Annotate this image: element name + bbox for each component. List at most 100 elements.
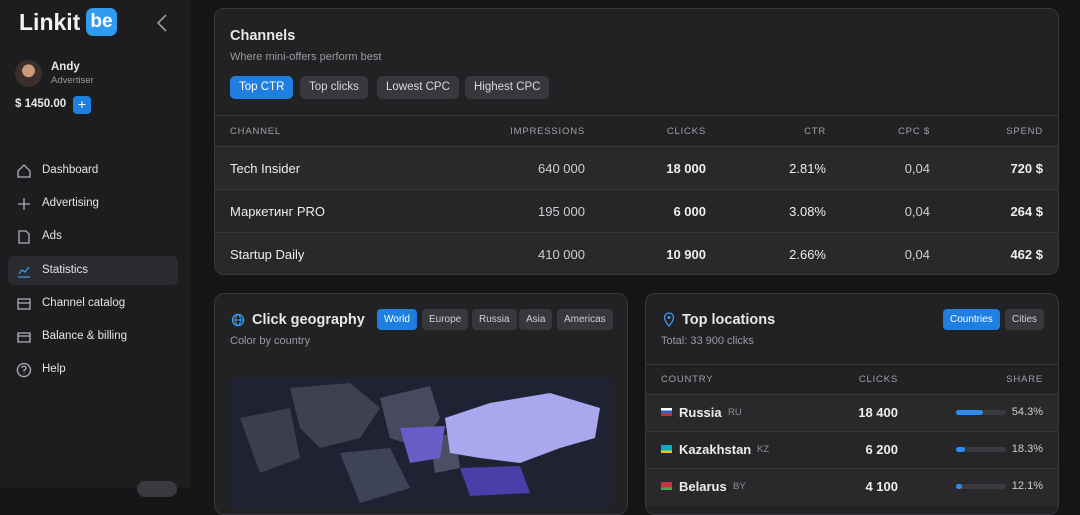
share: 12.1% [1011, 480, 1043, 492]
logo: Linkit [19, 9, 81, 35]
country-name: Belarus [679, 479, 727, 494]
channels-card: Channels Where mini-offers perform best … [214, 8, 1059, 275]
cell: 3.08% [789, 204, 826, 219]
card-title: Click geography [252, 312, 365, 328]
cell: 18 000 [666, 161, 706, 176]
total-clicks: Total: 33 900 clicks [661, 335, 754, 347]
clicks: 4 100 [865, 479, 898, 494]
location-filter[interactable]: Countries [943, 309, 1000, 330]
nav-icon [17, 332, 31, 343]
cell: Tech Insider [230, 161, 301, 176]
country-name: Kazakhstan [679, 442, 752, 457]
world-map [230, 378, 612, 508]
cell: 0,04 [904, 161, 930, 176]
share-track [956, 447, 1006, 452]
country-code: RU [728, 407, 742, 418]
row-bg [215, 232, 1058, 274]
country-code: KZ [757, 444, 770, 455]
filter-button[interactable]: Highest CPC [465, 76, 550, 99]
column-header: CPC $ [898, 126, 930, 137]
nav-icon [17, 164, 31, 178]
card-title: Top locations [682, 312, 776, 328]
column-header: IMPRESSIONS [510, 126, 585, 137]
flag [661, 408, 672, 416]
map-filter[interactable]: Asia [519, 309, 553, 330]
column-header: CLICKS [666, 126, 706, 137]
location-filter[interactable]: Cities [1005, 309, 1045, 330]
column-header: CLICKS [858, 374, 898, 385]
row-bg [215, 189, 1058, 233]
nav-item[interactable]: Ads [42, 230, 62, 243]
clicks: 6 200 [865, 442, 898, 457]
row-bg [215, 146, 1058, 190]
map-filter[interactable]: Europe [422, 309, 469, 330]
nav-item[interactable]: Balance & billing [42, 330, 128, 342]
share-bar [956, 410, 984, 415]
geography-card: Click geography Color by country America… [214, 293, 628, 515]
column-header: CTR [804, 126, 826, 137]
avatar [15, 60, 42, 87]
logo-badge: be [86, 8, 117, 36]
nav-icon [17, 298, 31, 310]
map-filter[interactable]: World [377, 309, 417, 330]
country-code: BY [733, 481, 746, 492]
cell: 462 $ [1010, 247, 1043, 262]
globe-icon [231, 313, 245, 327]
card-title: Channels [230, 28, 296, 44]
nav-item[interactable]: Help [42, 363, 66, 376]
column-header: SHARE [1006, 374, 1043, 385]
cell: 10 900 [666, 247, 706, 262]
collapse-icon[interactable] [155, 13, 169, 33]
cell: 0,04 [904, 204, 930, 219]
card-subtitle: Where mini-offers perform best [230, 51, 382, 63]
cell: 0,04 [904, 247, 930, 262]
filter-button[interactable]: Lowest CPC [377, 76, 459, 99]
share: 18.3% [1011, 443, 1043, 455]
share: 54.3% [1011, 406, 1043, 418]
nav-active-bg [8, 255, 178, 285]
user-name: Andy [51, 61, 80, 73]
nav-item[interactable]: Dashboard [42, 164, 99, 176]
share-bar [956, 484, 963, 489]
map-filter[interactable]: Americas [557, 309, 613, 330]
toggle[interactable] [137, 481, 177, 497]
divider [215, 115, 1058, 116]
balance: $ 1450.00 [15, 98, 67, 110]
cell: 720 $ [1010, 161, 1043, 176]
map-filter[interactable]: Russia [472, 309, 517, 330]
nav-item[interactable]: Channel catalog [42, 296, 126, 309]
share-track [956, 484, 1006, 489]
cell: Маркетинг PRO [230, 204, 325, 219]
pin-icon [663, 312, 675, 327]
cell: 264 $ [1010, 204, 1043, 219]
cell: Startup Daily [230, 247, 305, 262]
clicks: 18 400 [858, 405, 898, 420]
divider [646, 364, 1058, 365]
cell: 2.66% [789, 247, 826, 262]
column-header: COUNTRY [661, 374, 714, 385]
cell: 2.81% [789, 161, 826, 176]
nav-item[interactable]: Advertising [42, 197, 99, 210]
filter-button[interactable]: Top clicks [300, 76, 368, 99]
nav-icon [18, 230, 30, 245]
sidebar: Linkit be Andy Advertiser $ 1450.00 + Da… [0, 0, 190, 497]
country-name: Russia [679, 405, 722, 420]
column-header: CHANNEL [230, 126, 281, 137]
share-bar [956, 447, 966, 452]
cell: 410 000 [538, 247, 585, 262]
flag [661, 482, 672, 490]
nav-icon [18, 198, 30, 211]
cell: 6 000 [673, 204, 706, 219]
filter-button[interactable]: Top CTR [230, 76, 294, 99]
nav-icon [16, 363, 32, 378]
cell: 195 000 [538, 204, 585, 219]
cell: 640 000 [538, 161, 585, 176]
add-funds-button[interactable]: + [73, 96, 91, 114]
column-header: SPEND [1006, 126, 1043, 137]
nav-icon [18, 266, 30, 278]
flag [661, 445, 672, 453]
nav-item[interactable]: Statistics [42, 263, 89, 276]
user-role: Advertiser [51, 75, 94, 86]
card-subtitle: Color by country [230, 335, 311, 347]
